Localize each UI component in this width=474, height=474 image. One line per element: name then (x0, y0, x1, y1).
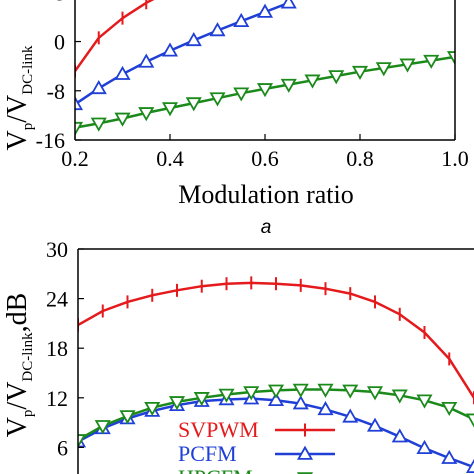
data-point-hpcfm (366, 386, 384, 401)
y-tick-label: 12 (46, 386, 68, 411)
y-tick-label: 0 (54, 30, 65, 55)
data-point-hpcfm (441, 401, 458, 417)
bottom-y-axis-title: Vp/VDC-link,dB (2, 293, 36, 438)
y-tick-label: -8 (47, 79, 65, 104)
data-point-pcfm (138, 53, 155, 68)
data-point-hpcfm (114, 112, 131, 127)
top-series-group (75, 0, 455, 137)
data-point-hpcfm (233, 87, 250, 102)
data-point-hpcfm (292, 383, 309, 398)
y-axis-title-part: V (2, 130, 33, 150)
y-axis-title-subscript: p (20, 123, 36, 131)
data-point-hpcfm (446, 51, 455, 66)
data-point-hpcfm (256, 83, 274, 98)
data-point-pcfm (267, 391, 285, 407)
bottom-axes: 30 24 18 12 6 (46, 237, 474, 474)
x-tick-label: 0.4 (156, 146, 184, 171)
data-point-pcfm (90, 79, 107, 95)
series-line-pcfm (75, 1, 290, 106)
chart-bottom: 30 24 18 12 6 Vp/VDC-link,dB SVPWMPCFMHPCFM (2, 237, 474, 474)
data-point-hpcfm (243, 386, 260, 401)
y-tick-label: 24 (46, 287, 68, 312)
bottom-series-group (78, 276, 474, 474)
y-tick-label: 18 (46, 336, 68, 361)
data-point-hpcfm (280, 78, 297, 93)
data-point-hpcfm (351, 65, 369, 81)
x-tick-label: 1.0 (441, 146, 469, 171)
top-y-axis-title: Vp/VDC-link (2, 45, 36, 150)
data-point-hpcfm (317, 383, 334, 398)
top-plot-area (75, 0, 455, 137)
data-point-hpcfm (391, 389, 408, 404)
legend-label-svpwm: SVPWM (178, 417, 259, 442)
data-point-hpcfm (138, 107, 155, 122)
data-point-hpcfm (193, 392, 210, 407)
top-x-axis-title: Modulation ratio (178, 180, 353, 209)
data-point-pcfm (342, 408, 359, 423)
data-point-hpcfm (304, 74, 321, 89)
y-axis-title-part: /V (2, 382, 33, 410)
legend-label-hpcfm: HPCFM (178, 465, 253, 474)
data-point-hpcfm (94, 420, 111, 435)
y-axis-title-subscript: DC-link (20, 332, 36, 382)
data-point-hpcfm (399, 58, 416, 73)
series-line-pcfm (78, 397, 474, 469)
data-point-pcfm (366, 417, 384, 432)
data-point-pcfm (256, 3, 274, 18)
data-point-pcfm (292, 395, 309, 410)
data-point-hpcfm (465, 413, 474, 428)
data-point-pcfm (416, 439, 433, 455)
data-point-pcfm (317, 401, 334, 416)
y-tick-label: 8 (54, 0, 65, 5)
data-point-hpcfm (375, 62, 392, 77)
data-point-hpcfm (161, 102, 179, 117)
y-tick-label: -16 (36, 128, 65, 153)
y-tick-label: 30 (46, 237, 68, 262)
legend-marker-pcfm (296, 445, 314, 460)
data-point-pcfm (185, 31, 202, 47)
data-point-pcfm (114, 65, 131, 80)
data-point-hpcfm (75, 121, 84, 137)
series-line-svpwm (75, 0, 155, 72)
y-tick-label: 6 (57, 435, 68, 460)
data-point-pcfm (161, 42, 179, 57)
legend: SVPWMPCFMHPCFM (178, 417, 335, 474)
data-point-pcfm (391, 428, 408, 443)
y-axis-title-subscript: DC-link (20, 45, 36, 95)
y-axis-title-part: ,dB (2, 293, 33, 333)
data-point-pcfm (209, 22, 226, 37)
data-point-pcfm (233, 12, 250, 28)
chart-top: 8 0 -8 -160.2 0.4 0.6 0.8 1.0 Vp/VDC-link Modul… (2, 0, 469, 209)
data-point-hpcfm (90, 117, 107, 132)
data-point-hpcfm (78, 434, 87, 449)
y-axis-title-subscript: p (20, 410, 36, 418)
top-axes: 8 0 -8 -160.2 0.4 0.6 0.8 1.0 (36, 0, 469, 171)
legend-label-pcfm: PCFM (178, 441, 237, 466)
data-point-hpcfm (144, 401, 161, 417)
x-tick-label: 0.2 (61, 146, 89, 171)
subpanel-label: a (261, 217, 272, 238)
data-point-hpcfm (342, 384, 359, 399)
data-point-hpcfm (416, 394, 433, 409)
data-point-pcfm (280, 0, 297, 9)
data-point-hpcfm (168, 396, 186, 411)
series-line-svpwm (78, 281, 474, 399)
data-point-hpcfm (328, 70, 345, 85)
x-tick-label: 0.6 (251, 146, 279, 171)
data-point-hpcfm (218, 388, 235, 403)
data-point-hpcfm (267, 384, 285, 399)
data-point-hpcfm (423, 54, 440, 69)
data-point-hpcfm (119, 410, 136, 425)
data-point-pcfm (441, 449, 458, 464)
y-axis-title-part: /V (2, 95, 33, 123)
data-point-pcfm (465, 458, 474, 474)
data-point-hpcfm (185, 97, 202, 112)
data-point-pcfm (75, 95, 84, 111)
data-point-hpcfm (209, 92, 226, 107)
y-axis-title-part: V (2, 417, 33, 437)
x-tick-label: 0.8 (346, 146, 374, 171)
bottom-plot-area (78, 276, 474, 474)
